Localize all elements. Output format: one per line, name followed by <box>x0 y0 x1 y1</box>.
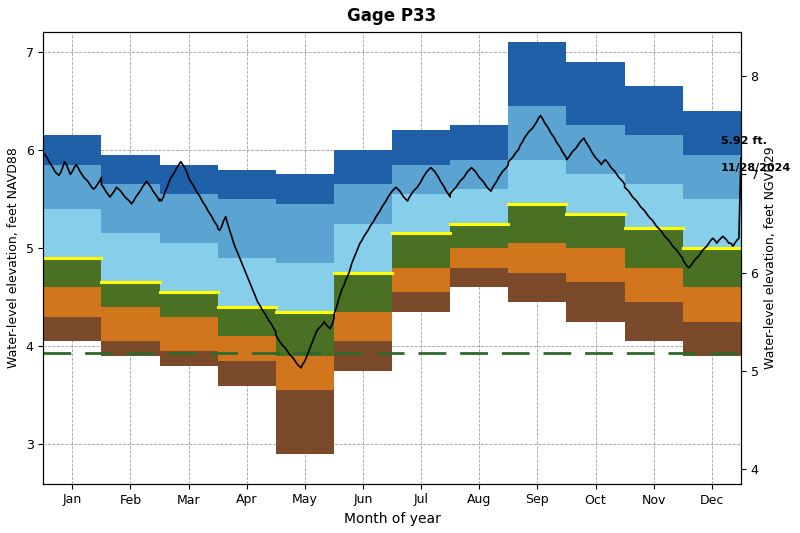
Text: 5.92 ft.: 5.92 ft. <box>721 136 766 146</box>
Title: Gage P33: Gage P33 <box>347 7 437 25</box>
X-axis label: Month of year: Month of year <box>344 512 441 526</box>
Y-axis label: Water-level elevation, feet NAVD88: Water-level elevation, feet NAVD88 <box>7 148 20 368</box>
Y-axis label: Water-level elevation, feet NGVD29: Water-level elevation, feet NGVD29 <box>764 147 777 369</box>
Text: 11/28/2024: 11/28/2024 <box>721 163 790 173</box>
